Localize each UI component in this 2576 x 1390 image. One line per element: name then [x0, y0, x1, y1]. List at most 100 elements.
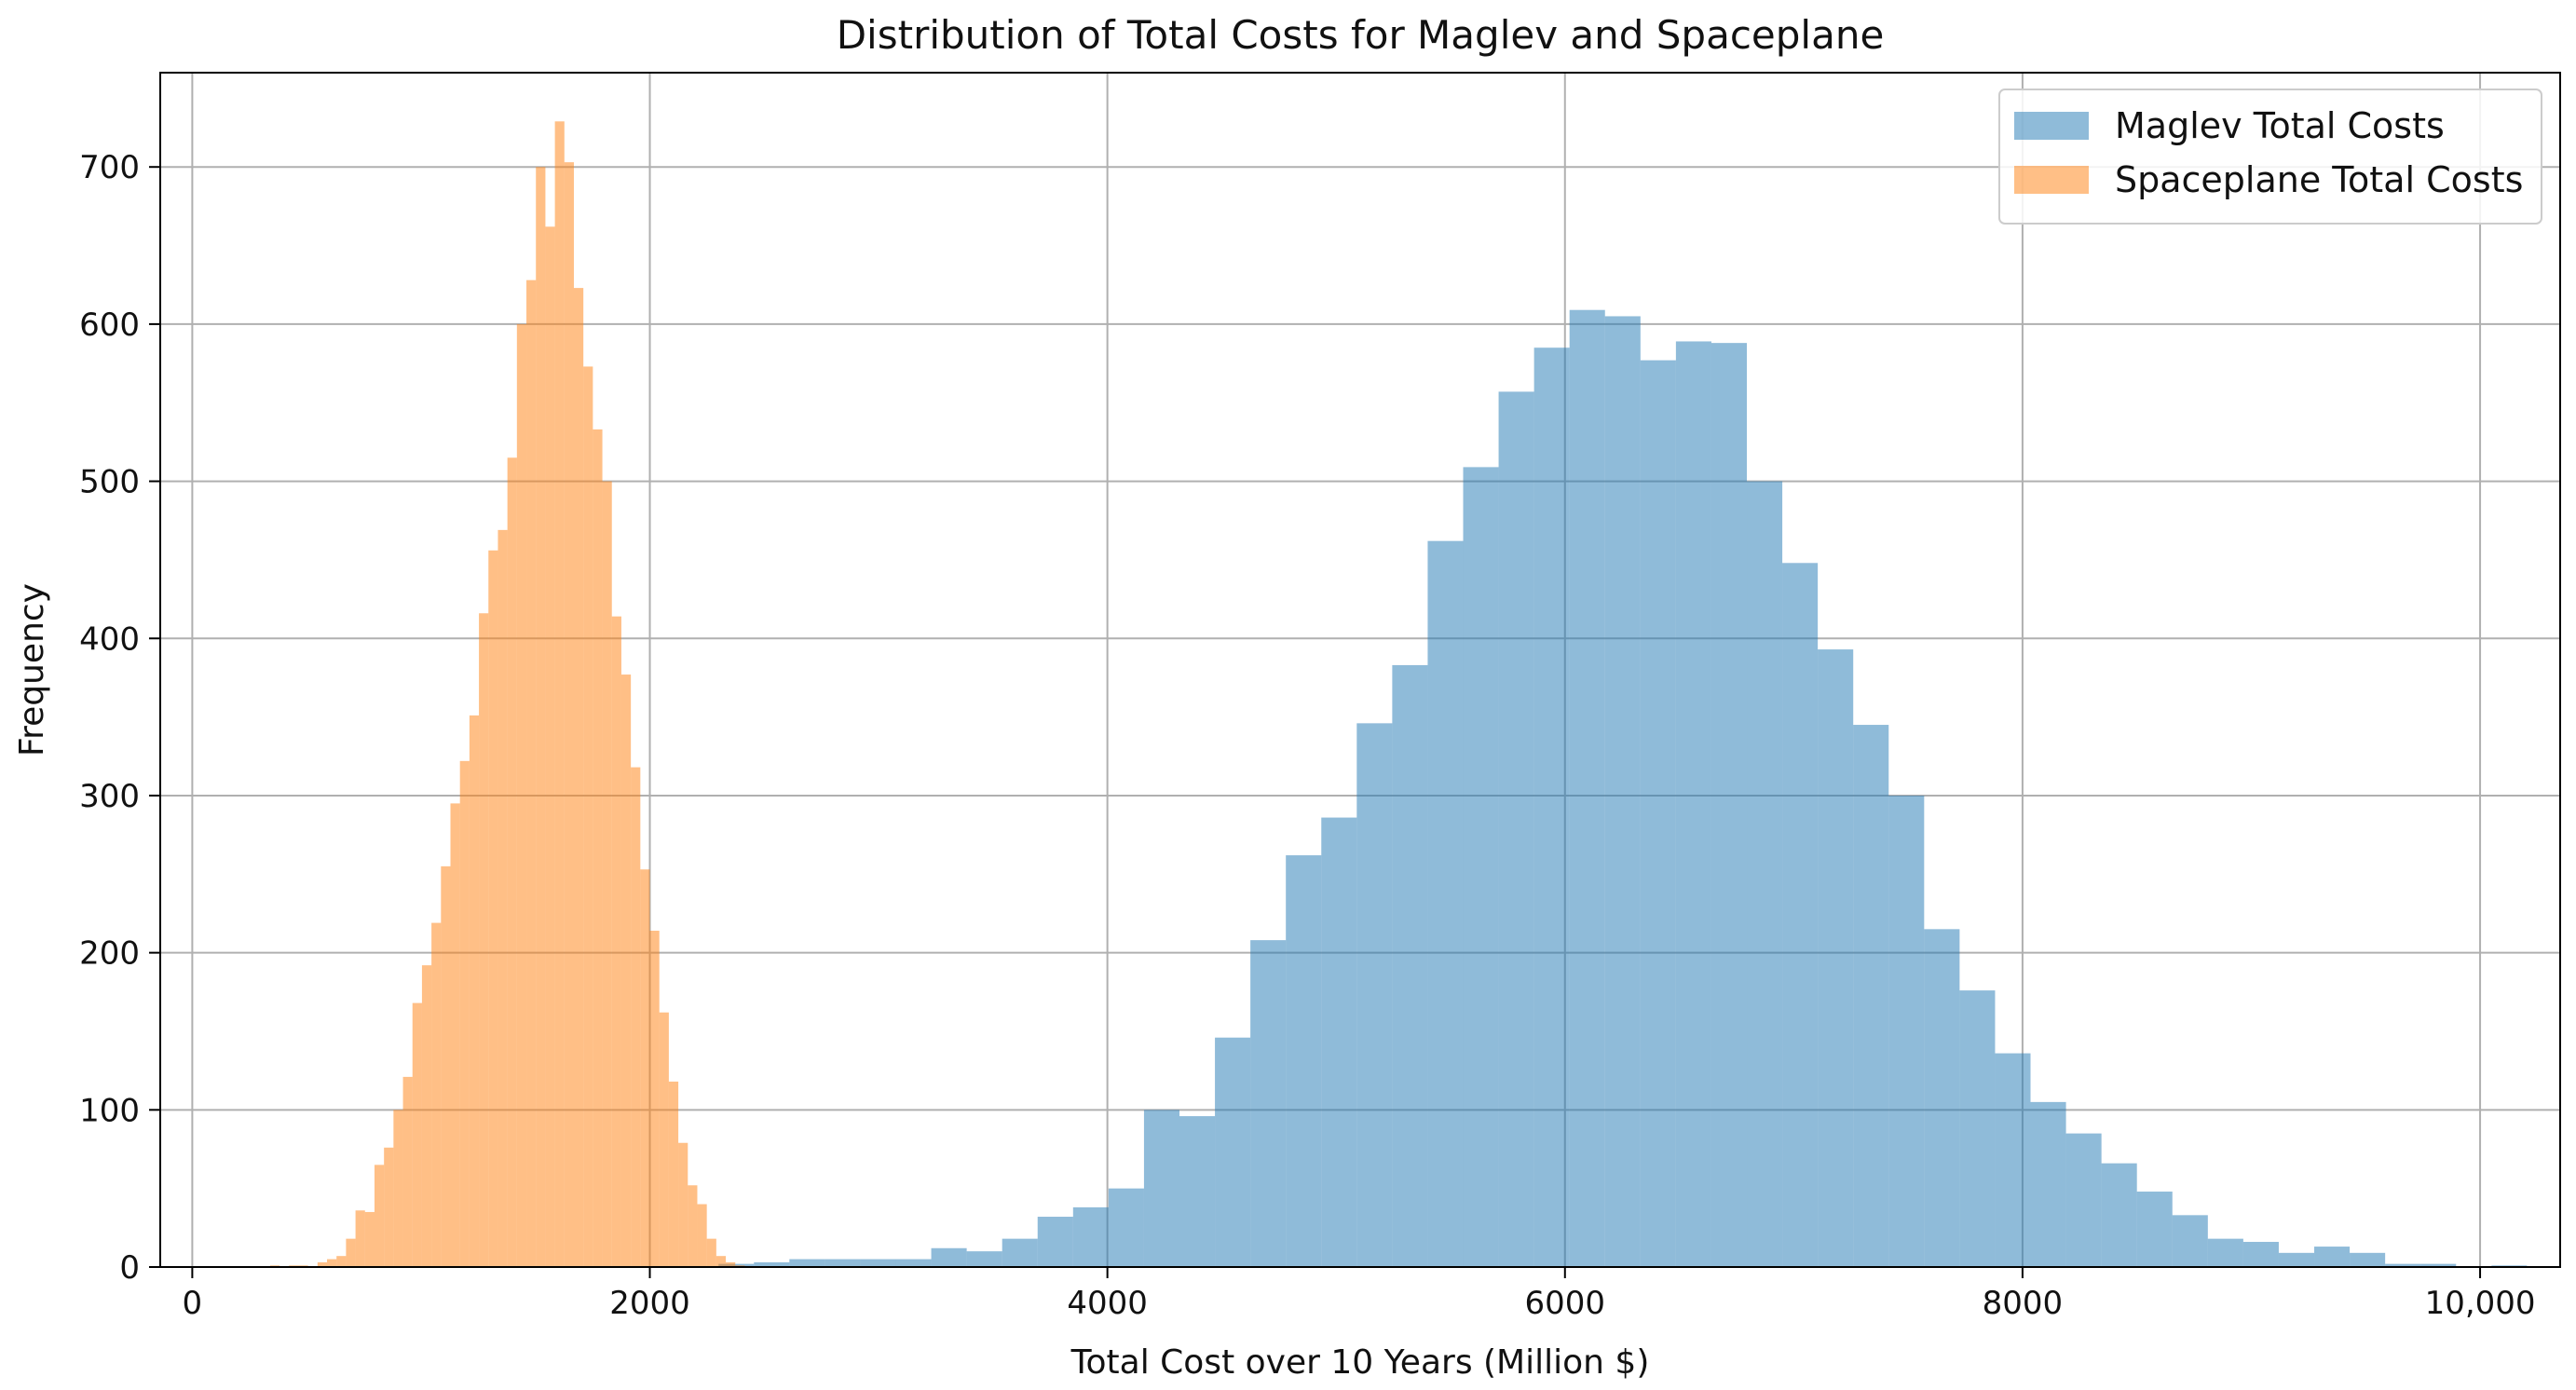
histogram-bar-spaceplane — [573, 288, 584, 1267]
y-tick-label: 400 — [79, 620, 140, 658]
histogram-bar-spaceplane — [479, 613, 489, 1267]
histogram-bar-maglev — [2207, 1238, 2243, 1267]
x-axis-label: Total Cost over 10 Years (Million $) — [1070, 1343, 1650, 1382]
histogram-bar-spaceplane — [355, 1210, 365, 1267]
histogram-bar-maglev — [2136, 1192, 2173, 1267]
histogram-bar-spaceplane — [631, 767, 641, 1267]
histogram-bar-spaceplane — [564, 162, 574, 1267]
histogram-bar-maglev — [754, 1261, 790, 1267]
histogram-bar-spaceplane — [659, 1012, 669, 1267]
y-tick-label: 0 — [119, 1249, 140, 1287]
histogram-bar-maglev — [1782, 563, 1819, 1267]
histogram-bar-maglev — [2314, 1247, 2351, 1267]
histogram-bar-maglev — [1002, 1238, 1038, 1267]
histogram-bar-spaceplane — [611, 616, 621, 1267]
plot-frame — [159, 72, 2561, 1268]
histogram-bar-spaceplane — [602, 481, 612, 1267]
histogram-bar-maglev — [1959, 990, 1996, 1267]
histogram-bar-maglev — [1356, 723, 1393, 1267]
histogram-bar-maglev — [966, 1251, 1002, 1267]
histogram-bar-maglev — [1250, 940, 1287, 1267]
histogram-bar-spaceplane — [431, 922, 442, 1267]
histogram-bar-spaceplane — [384, 1147, 394, 1267]
histogram-bar-spaceplane — [441, 865, 451, 1267]
histogram-bar-spaceplane — [526, 279, 537, 1268]
histogram-bar-spaceplane — [516, 323, 527, 1267]
histogram-bar-maglev — [860, 1259, 896, 1267]
y-tick-label: 700 — [79, 149, 140, 186]
y-tick-label: 600 — [79, 307, 140, 344]
x-tick-label: 0 — [183, 1285, 203, 1322]
histogram-bar-maglev — [931, 1247, 967, 1267]
histogram-bar-spaceplane — [697, 1204, 707, 1267]
histogram-bar-maglev — [2242, 1242, 2279, 1267]
histogram-bar-spaceplane — [536, 167, 546, 1267]
histogram-bar-spaceplane — [593, 429, 603, 1267]
legend-swatch-spaceplane — [2014, 166, 2089, 194]
legend: Maglev Total Costs Spaceplane Total Cost… — [1998, 89, 2542, 225]
histogram-bar-maglev — [1108, 1188, 1144, 1267]
histogram-bar-maglev — [2101, 1163, 2137, 1267]
histogram-bar-maglev — [1853, 725, 1889, 1267]
histogram-bar-maglev — [1569, 309, 1605, 1268]
histogram-bar-maglev — [1924, 929, 1960, 1267]
histogram-bar-spaceplane — [488, 550, 498, 1267]
histogram-bar-maglev — [1640, 360, 1676, 1267]
histogram-bar-spaceplane — [640, 869, 650, 1267]
histogram-bar-spaceplane — [327, 1259, 337, 1267]
x-tick-label: 4000 — [1067, 1285, 1148, 1322]
histogram-bar-maglev — [1321, 817, 1357, 1267]
x-tick-label: 8000 — [1983, 1285, 2064, 1322]
y-tick-label: 500 — [79, 464, 140, 501]
histogram-bar-maglev — [1818, 649, 1854, 1267]
histogram-bar-spaceplane — [374, 1165, 385, 1267]
histogram-bar-spaceplane — [554, 121, 565, 1267]
y-tick-label: 300 — [79, 778, 140, 815]
y-axis-label: Frequency — [13, 583, 51, 756]
histogram-bar-spaceplane — [346, 1238, 356, 1267]
histogram-bar-spaceplane — [583, 366, 593, 1268]
histogram-bar-spaceplane — [649, 931, 660, 1267]
histogram-bar-maglev — [1533, 348, 1570, 1267]
histogram-bar-maglev — [1995, 1053, 2031, 1267]
x-tick-label: 2000 — [609, 1285, 690, 1322]
histogram-bar-spaceplane — [716, 1256, 727, 1267]
histogram-bar-spaceplane — [545, 226, 555, 1267]
chart-title: Distribution of Total Costs for Maglev a… — [837, 12, 1885, 58]
legend-label-maglev: Maglev Total Costs — [2115, 105, 2445, 146]
legend-box — [1998, 89, 2542, 225]
histogram-bar-spaceplane — [726, 1261, 736, 1267]
histogram-bar-maglev — [1215, 1037, 1251, 1267]
histogram-bar-maglev — [895, 1259, 932, 1267]
histogram-bar-maglev — [1675, 341, 1711, 1267]
histogram-bar-spaceplane — [620, 675, 632, 1267]
bars-layer — [269, 121, 2528, 1268]
y-tick-label: 100 — [79, 1092, 140, 1129]
histogram-bar-maglev — [2350, 1252, 2386, 1267]
y-tick-label: 200 — [79, 935, 140, 973]
histogram-bar-spaceplane — [459, 760, 470, 1267]
histogram-bar-maglev — [2065, 1133, 2102, 1267]
histogram-bar-spaceplane — [393, 1110, 403, 1267]
histogram-bar-maglev — [1143, 1110, 1180, 1267]
histogram-bar-maglev — [2278, 1252, 2315, 1267]
histogram-bar-maglev — [1286, 855, 1322, 1267]
legend-swatch-maglev — [2014, 112, 2089, 140]
histogram-bar-spaceplane — [497, 529, 508, 1267]
histogram-bar-maglev — [1072, 1206, 1109, 1267]
histogram-bar-maglev — [2172, 1215, 2208, 1267]
histogram-bar-maglev — [1037, 1217, 1073, 1267]
histogram-bar-maglev — [1427, 540, 1464, 1267]
histogram-bar-spaceplane — [317, 1261, 328, 1267]
histogram-bar-maglev — [1179, 1116, 1216, 1267]
histogram-bar-maglev — [1604, 316, 1641, 1267]
histogram-bar-spaceplane — [688, 1185, 698, 1267]
histogram-bar-maglev — [1498, 391, 1534, 1267]
histogram-bar-maglev — [1392, 664, 1428, 1267]
histogram-bar-spaceplane — [402, 1076, 413, 1267]
ticks-layer: 0 2000 4000 6000 8000 10,000 0 100 200 300 400 500 6… — [79, 149, 2535, 1322]
x-tick-label: 10,000 — [2425, 1285, 2536, 1322]
histogram-bar-maglev — [1888, 795, 1925, 1267]
